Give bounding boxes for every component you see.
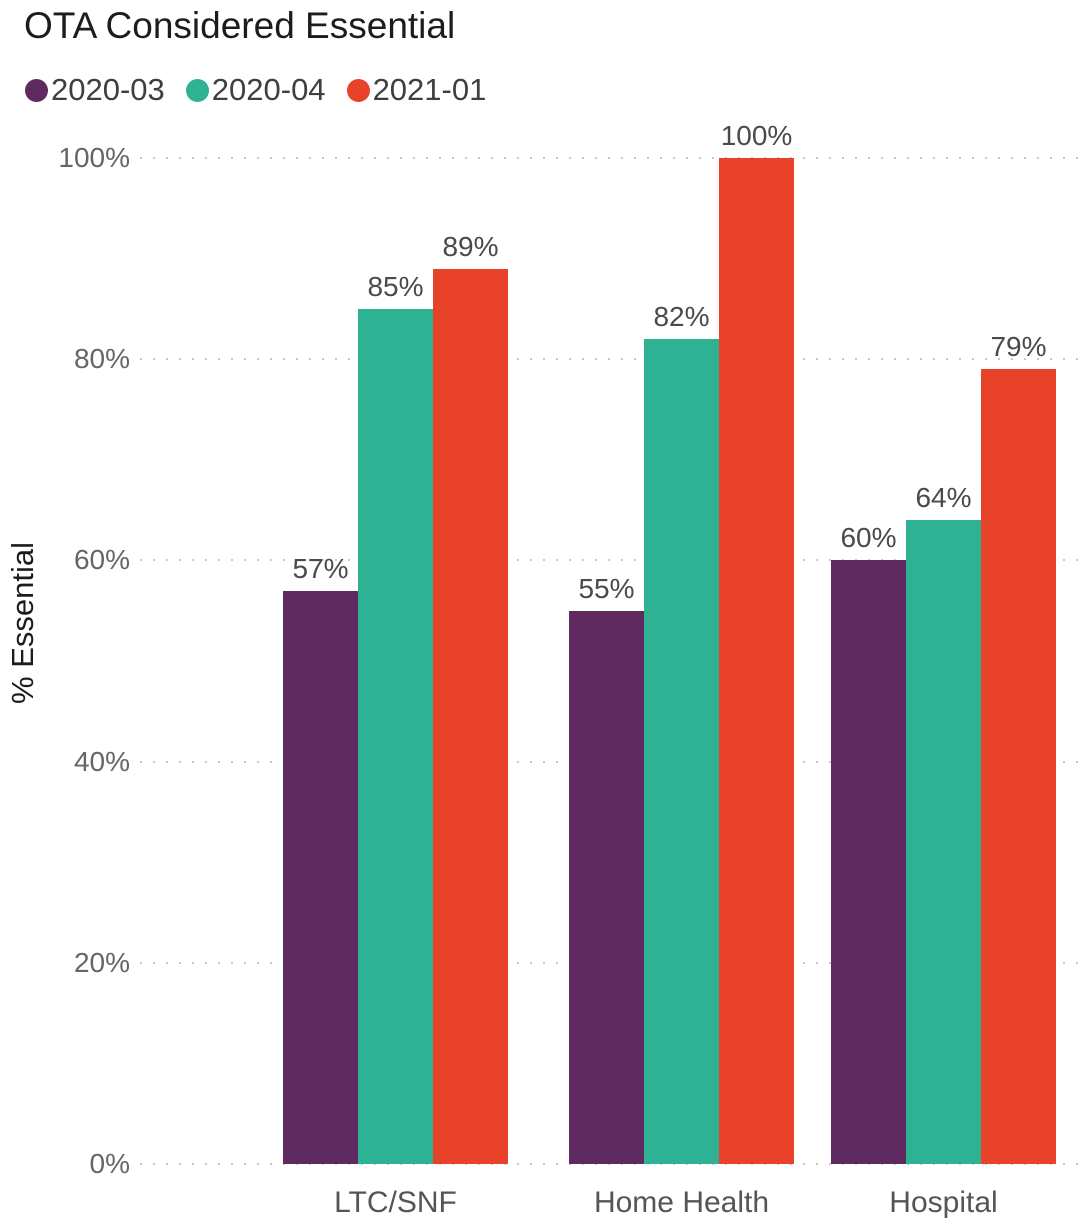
- legend-dot-icon: [185, 78, 209, 102]
- bar-value-label: 85%: [367, 270, 424, 302]
- bar-value-label: 79%: [990, 331, 1047, 363]
- bar-value-label: 64%: [915, 482, 972, 514]
- grid-line: [140, 559, 1080, 562]
- bar-Hospital-2021-01: [981, 369, 1056, 1164]
- y-tick-label: 100%: [58, 142, 130, 173]
- legend-item-2021-01: 2021-01: [346, 72, 487, 108]
- legend-item-label: 2020-04: [211, 72, 326, 107]
- legend-item-2020-03: 2020-03: [25, 72, 165, 108]
- bar-value-label: 57%: [292, 552, 349, 584]
- grid-line: [140, 1163, 1080, 1165]
- bar-value-label: 89%: [442, 230, 499, 262]
- x-category-label: LTC/SNF: [334, 1186, 457, 1219]
- bar-value-label: 55%: [578, 572, 635, 604]
- legend-item-label: 2020-03: [51, 72, 165, 107]
- bar-LTC/SNF-2021-01: [433, 268, 508, 1164]
- x-category-label: Hospital: [889, 1186, 998, 1219]
- legend: 2020-03 2020-04 2021-01: [25, 72, 486, 108]
- y-tick-label: 60%: [73, 544, 130, 576]
- bar-Home Health-2020-04: [644, 339, 719, 1164]
- legend-dot-icon: [25, 78, 48, 102]
- x-category-label: Home Health: [593, 1186, 770, 1219]
- chart-title: OTA Considered Essential: [24, 5, 456, 46]
- y-tick-label: 20%: [73, 946, 130, 978]
- grid-line: [140, 358, 1080, 361]
- bar-Home Health-2021-01: [719, 158, 794, 1164]
- bar-Hospital-2020-04: [906, 520, 981, 1164]
- y-tick-label: 40%: [73, 745, 130, 777]
- bar-value-label: 60%: [840, 522, 897, 554]
- legend-item-label: 2021-01: [372, 72, 487, 107]
- grid-line: [140, 157, 1080, 159]
- bar-LTC/SNF-2020-04: [358, 308, 433, 1164]
- legend-dot-icon: [346, 78, 370, 102]
- bar-LTC/SNF-2020-03: [283, 590, 358, 1164]
- y-tick-label: 0%: [89, 1148, 130, 1179]
- bar-value-label: 82%: [653, 301, 710, 333]
- bar-Home Health-2020-03: [569, 610, 644, 1164]
- y-tick-label: 80%: [73, 343, 130, 375]
- legend-item-2020-04: 2020-04: [185, 72, 326, 108]
- bar-value-label: 100%: [720, 120, 793, 151]
- bar-Hospital-2020-03: [831, 560, 906, 1164]
